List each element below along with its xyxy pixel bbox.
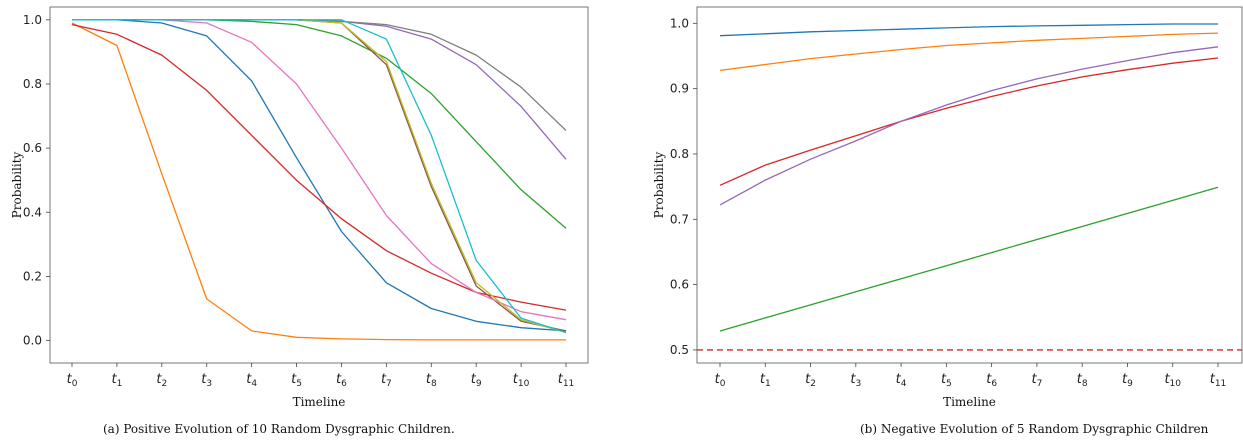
x-tick-label: t9 (471, 372, 482, 389)
x-tick-label: t1 (760, 372, 771, 389)
series-line-4 (719, 57, 1219, 186)
y-axis-title: Probability (652, 151, 666, 218)
y-tick-label: 1.0 (670, 16, 689, 30)
y-tick-label: 0.5 (670, 343, 689, 357)
y-tick-label: 0.4 (23, 205, 42, 219)
x-tick-label: t7 (1031, 372, 1042, 389)
series-line-5 (719, 46, 1219, 206)
y-tick-label: 0.6 (23, 141, 42, 155)
plot-frame (49, 6, 589, 364)
x-tick-label: t6 (986, 372, 997, 389)
x-tick-label: t4 (896, 372, 907, 389)
y-tick-label: 0.8 (670, 147, 689, 161)
x-axis-title: Timeline (293, 395, 346, 409)
series-line-8 (72, 19, 567, 131)
series-line-7 (72, 19, 567, 321)
x-tick-label: t5 (941, 372, 952, 389)
series-line-1 (719, 23, 1218, 37)
x-tick-label: t2 (156, 372, 167, 389)
line-chart-b: 0.5 0.6 0.7 0.8 0.9 1.0 t0 t1 t2 t3 t4 t5 t6 t7 t8 t9 t1… (652, 6, 1243, 409)
y-tick-label: 0.0 (23, 334, 42, 348)
series-line-1 (72, 19, 567, 332)
series-line-2 (719, 32, 1219, 72)
y-tick-label: 0.7 (670, 212, 689, 226)
y-axis-title: Probability (10, 151, 24, 218)
x-tick-label: t4 (246, 372, 257, 389)
x-tick-label: t2 (805, 372, 816, 389)
x-tick-label: t9 (1122, 372, 1133, 389)
plot-frame (696, 6, 1243, 364)
x-tick-label: t8 (426, 372, 437, 389)
x-tick-label: t10 (513, 372, 530, 389)
y-tick-label: 0.9 (670, 82, 689, 96)
x-tick-label: t5 (291, 372, 302, 389)
x-tick-label: t7 (381, 372, 392, 389)
x-tick-label: t11 (1210, 372, 1227, 389)
series-line-2 (71, 22, 566, 341)
chart-panel-a: 0.0 0.2 0.4 0.6 0.8 1.0 t0 t1 t2 t3 t4 t5 t6 t7 t8 t9 t1… (0, 0, 600, 448)
series-line-4 (71, 23, 567, 311)
series-line-3 (72, 19, 567, 229)
y-tick-label: 0.8 (23, 77, 42, 91)
x-tick-label: t8 (1077, 372, 1088, 389)
y-tick-label: 1.0 (23, 13, 42, 27)
x-tick-label: t3 (850, 372, 861, 389)
y-tick-label: 0.6 (670, 278, 689, 292)
x-tick-label: t3 (201, 372, 212, 389)
x-tick-label: t1 (111, 372, 122, 389)
series-line-10 (72, 19, 567, 334)
chart-panel-b: 0.5 0.6 0.7 0.8 0.9 1.0 t0 t1 t2 t3 t4 t5 t6 t7 t8 t9 t1… (640, 0, 1243, 448)
caption-a: (a) Positive Evolution of 10 Random Dysg… (103, 422, 455, 436)
line-chart-a: 0.0 0.2 0.4 0.6 0.8 1.0 t0 t1 t2 t3 t4 t5 t6 t7 t8 t9 t1… (10, 6, 589, 409)
x-axis-title: Timeline (943, 395, 996, 409)
x-tick-label: t10 (1164, 372, 1181, 389)
x-tick-label: t0 (715, 372, 726, 389)
y-tick-label: 0.2 (23, 269, 42, 283)
x-tick-label: t6 (336, 372, 347, 389)
x-tick-label: t0 (67, 372, 78, 389)
caption-b: (b) Negative Evolution of 5 Random Dysgr… (860, 422, 1209, 436)
series-line-3 (719, 186, 1219, 332)
series-line-5 (72, 19, 567, 160)
x-tick-label: t11 (558, 372, 575, 389)
